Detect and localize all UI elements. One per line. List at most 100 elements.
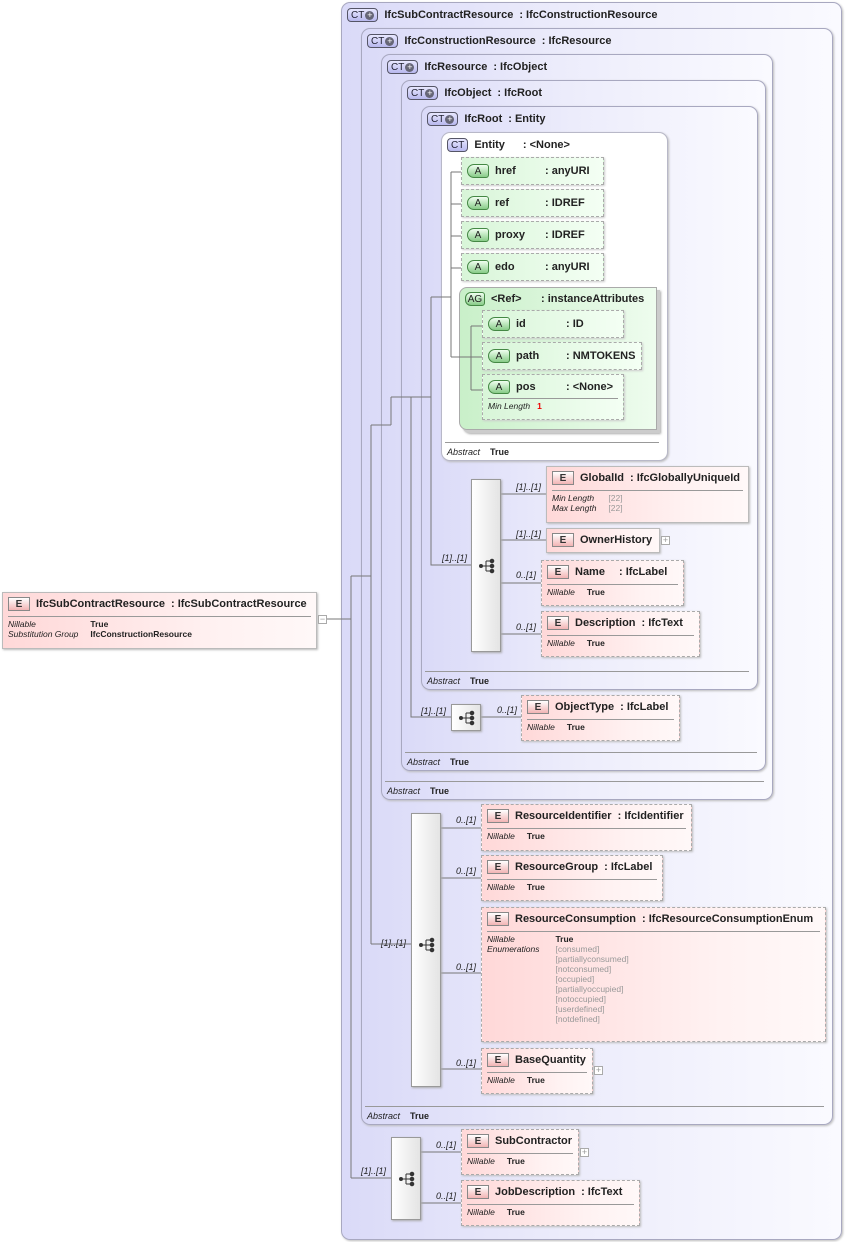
element-badge: E xyxy=(467,1185,489,1199)
sequence-icon xyxy=(479,558,495,574)
element-objecttype[interactable]: E ObjectType: IfcLabel Nillable True xyxy=(521,695,680,741)
prop-value: True xyxy=(526,882,545,892)
attribute-type: : <None> xyxy=(566,381,614,393)
element-type: : IfcLabel xyxy=(620,701,669,713)
divider xyxy=(365,1106,824,1107)
prop-label: Min Length xyxy=(552,493,595,503)
element-badge: E xyxy=(487,912,509,926)
expand-icon: + xyxy=(405,61,415,72)
prop-value: [22] xyxy=(608,493,623,503)
element-basequantity[interactable]: E BaseQuantity Nillable True xyxy=(481,1048,593,1094)
element-description[interactable]: E Description: IfcText Nillable True xyxy=(541,611,700,657)
element-name: ObjectType xyxy=(555,701,615,713)
collapse-toggle[interactable]: − xyxy=(318,614,327,624)
abstract-label: Abstract xyxy=(407,757,441,767)
sequence-ifcroot[interactable] xyxy=(471,479,501,652)
prop-label: Min Length xyxy=(488,401,531,411)
cardinality-label: 0..[1] xyxy=(456,962,477,972)
cardinality-label: 0..[1] xyxy=(516,570,537,580)
element-name[interactable]: E Name: IfcLabel Nillable True xyxy=(541,560,684,606)
divider xyxy=(405,752,757,753)
element-name: SubContractor xyxy=(495,1135,572,1147)
abstract-value: True xyxy=(470,676,490,686)
attribute-badge: A xyxy=(467,260,489,274)
prop-value: True xyxy=(90,619,109,629)
type-base: : Entity xyxy=(508,113,546,125)
expand-toggle[interactable]: + xyxy=(594,1065,603,1075)
element-type: : IfcLabel xyxy=(604,861,653,873)
type-name: IfcRoot xyxy=(464,113,503,125)
type-name: IfcConstructionResource xyxy=(404,35,536,47)
prop-label: Enumerations xyxy=(487,944,540,954)
type-base: : <None> xyxy=(522,139,570,151)
attribute-badge: A xyxy=(488,317,510,331)
type-base: : IfcConstructionResource xyxy=(519,9,658,21)
cardinality-label: [1]..[1] xyxy=(381,938,407,948)
prop-label: Nillable xyxy=(487,934,515,944)
cardinality-label: 0..[1] xyxy=(516,622,537,632)
element-subcontractor[interactable]: E SubContractor Nillable True xyxy=(461,1129,579,1175)
prop-value: True xyxy=(506,1156,525,1166)
element-badge: E xyxy=(547,565,569,579)
enum-value: [consumed] xyxy=(555,944,600,954)
element-badge: E xyxy=(487,809,509,823)
complex-type-badge: CT + xyxy=(347,8,379,22)
element-type: : IfcSubContractResource xyxy=(170,598,307,610)
type-name: IfcObject xyxy=(444,87,492,99)
element-resourceidentifier[interactable]: E ResourceIdentifier: IfcIdentifier Nilla… xyxy=(481,804,692,851)
element-name: ResourceConsumption xyxy=(515,913,637,925)
attribute-badge: A xyxy=(488,380,510,394)
sequence-ifcsubcontractresource[interactable] xyxy=(391,1137,421,1220)
element-badge: E xyxy=(8,597,30,611)
prop-label: Nillable xyxy=(487,831,515,841)
root-element-ifcsubcontractresource[interactable]: E IfcSubContractResource : IfcSubContractR… xyxy=(2,592,317,649)
cardinality-label: [1]..[1] xyxy=(361,1166,387,1176)
element-globalid[interactable]: E GlobalId: IfcGloballyUniqueId Min Lengt… xyxy=(546,466,749,523)
prop-label: Nillable xyxy=(487,882,515,892)
abstract-label: Abstract xyxy=(387,786,421,796)
abstract-value: True xyxy=(450,757,470,767)
prop-label: Nillable xyxy=(547,587,575,597)
type-name: IfcSubContractResource xyxy=(384,9,514,21)
enum-value: [userdefined] xyxy=(555,1004,605,1014)
divider xyxy=(425,671,749,672)
expand-toggle[interactable]: + xyxy=(580,1147,589,1157)
attribute-name: href xyxy=(495,165,516,177)
element-jobdescription[interactable]: E JobDescription: IfcText Nillable True xyxy=(461,1180,640,1226)
element-name: ResourceIdentifier xyxy=(515,810,612,822)
cardinality-label: 0..[1] xyxy=(456,815,477,825)
sequence-ifcobject[interactable] xyxy=(451,704,481,731)
prop-label: Nillable xyxy=(8,619,36,629)
expand-toggle[interactable]: + xyxy=(661,535,670,545)
attribute-name: path xyxy=(516,350,540,362)
sequence-ifcconstructionresource[interactable] xyxy=(411,813,441,1087)
attribute-group-name: <Ref> xyxy=(491,293,522,305)
divider xyxy=(445,442,659,443)
type-base: : IfcResource xyxy=(541,35,612,47)
element-name: Name xyxy=(575,566,605,578)
element-resourcegroup[interactable]: E ResourceGroup: IfcLabel Nillable True xyxy=(481,855,663,901)
attribute-type: : anyURI xyxy=(545,165,590,177)
cardinality-label: [1]..[1] xyxy=(442,553,468,563)
element-name: IfcSubContractResource xyxy=(36,598,165,610)
prop-value: True xyxy=(526,831,545,841)
expand-icon: + xyxy=(445,113,455,124)
cardinality-label: 0..[1] xyxy=(436,1140,457,1150)
cardinality-label: 0..[1] xyxy=(436,1191,457,1201)
element-name: ResourceGroup xyxy=(515,861,599,873)
attribute-badge: A xyxy=(467,164,489,178)
element-name: OwnerHistory xyxy=(580,534,653,546)
element-ownerhistory[interactable]: E OwnerHistory xyxy=(546,528,660,553)
element-resourceconsumption[interactable]: E ResourceConsumption: IfcResourceConsump… xyxy=(481,907,826,1042)
attribute-group-type: : instanceAttributes xyxy=(541,293,645,305)
prop-value: [22] xyxy=(608,503,623,513)
element-badge: E xyxy=(552,471,574,485)
type-base: : IfcObject xyxy=(493,61,548,73)
